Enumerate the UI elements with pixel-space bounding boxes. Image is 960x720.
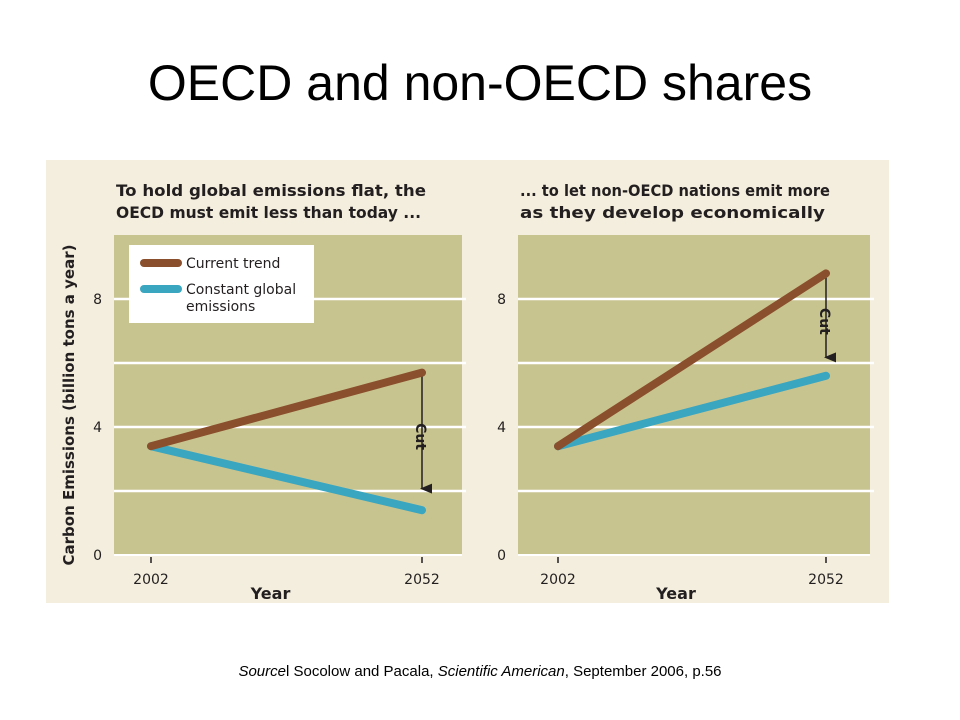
x-tick-label: 2002 bbox=[540, 572, 576, 588]
x-tick-label: 2052 bbox=[808, 572, 844, 588]
source-journal: Scientific American bbox=[437, 663, 565, 680]
legend-label: Current trend bbox=[186, 256, 280, 272]
series-line-current-trend bbox=[147, 368, 426, 451]
plot-area-2 bbox=[518, 235, 870, 555]
source-rest: , September 2006, p.56 bbox=[564, 663, 722, 680]
series-line-constant-global bbox=[554, 371, 830, 451]
source-authors: l Socolow and Pacala, bbox=[285, 663, 438, 680]
y-tick-label: 0 bbox=[93, 548, 102, 564]
chart-title-line: OECD must emit less than today ... bbox=[116, 203, 421, 222]
y-tick-label: 0 bbox=[497, 548, 506, 564]
y-axis-label: Carbon Emissions (billion tons a year) bbox=[60, 245, 78, 566]
x-tick-label: 2052 bbox=[404, 572, 440, 588]
y-tick-label: 4 bbox=[93, 420, 102, 436]
series-line-current-trend bbox=[554, 269, 830, 451]
chart-title-line: as they develop economically bbox=[520, 203, 826, 222]
x-axis-label: Year bbox=[250, 584, 291, 603]
y-tick-label: 8 bbox=[497, 292, 506, 308]
series-line-constant-global bbox=[147, 442, 426, 515]
chart-title-line: To hold global emissions flat, the bbox=[116, 181, 426, 200]
legend-label: Constant global bbox=[186, 282, 296, 298]
source-citation: Sourcel Socolow and Pacala, Scientific A… bbox=[0, 663, 960, 680]
slide-title: OECD and non-OECD shares bbox=[147, 55, 813, 111]
legend-label: emissions bbox=[186, 299, 255, 315]
figure-panel: 0 4 8 2002 2052 Year To hold global emissions … bbox=[46, 160, 889, 603]
cut-label: Cut bbox=[412, 423, 428, 450]
cut-label: Cut bbox=[816, 308, 832, 335]
source-label: Source bbox=[238, 663, 286, 680]
y-tick-label: 4 bbox=[497, 420, 506, 436]
x-tick-label: 2002 bbox=[133, 572, 169, 588]
y-tick-label: 8 bbox=[93, 292, 102, 308]
legend-box bbox=[129, 245, 314, 323]
emissions-charts: 0 4 8 2002 2052 Year To hold global emissions … bbox=[60, 181, 874, 603]
chart-title-line: ... to let non-OECD nations emit more bbox=[520, 181, 830, 200]
x-axis-label: Year bbox=[655, 584, 696, 603]
